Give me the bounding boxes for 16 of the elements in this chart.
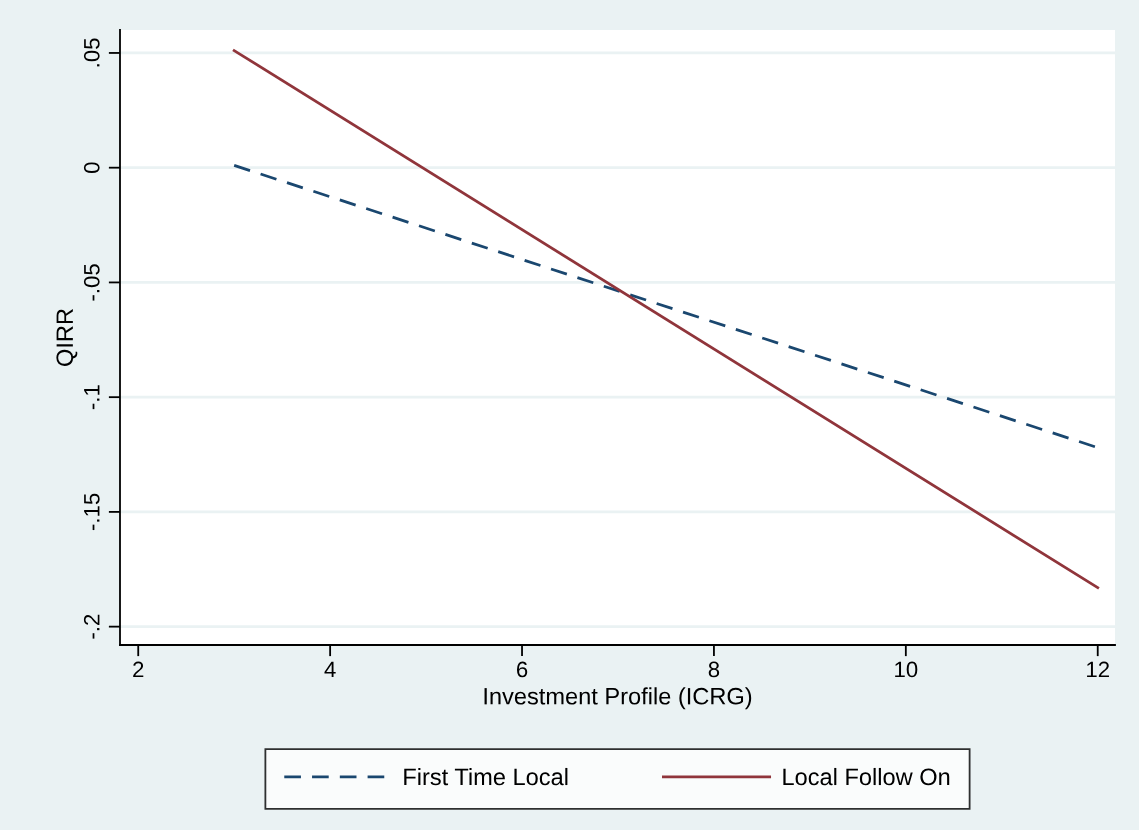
y-tick-label: .05: [83, 38, 100, 67]
y-tick-label: 0: [83, 162, 100, 173]
legend-label: First Time Local: [404, 767, 568, 786]
y-tick-label: -.05: [83, 264, 100, 301]
x-tick-label: 10: [895, 661, 918, 678]
x-tick-label: 6: [516, 661, 528, 678]
x-tick-label: 8: [708, 661, 720, 678]
y-axis-title: QIRR: [56, 309, 78, 366]
x-tick-label: 4: [324, 661, 336, 678]
y-tick-label: -.1: [84, 385, 100, 410]
x-tick-label: 2: [133, 661, 144, 678]
legend-label: Local Follow On: [783, 767, 950, 786]
y-tick-label: -.2: [83, 614, 100, 639]
x-tick-label: 12: [1087, 661, 1109, 678]
y-tick-label: -.15: [84, 493, 100, 531]
x-axis-title: Investment Profile (ICRG): [484, 687, 752, 710]
